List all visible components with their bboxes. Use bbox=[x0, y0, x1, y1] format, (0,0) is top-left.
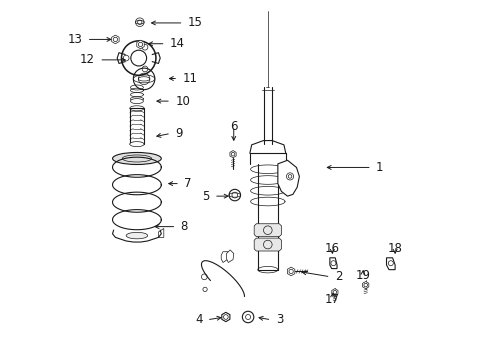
Ellipse shape bbox=[129, 141, 144, 147]
Ellipse shape bbox=[112, 152, 161, 165]
Text: 1: 1 bbox=[375, 161, 383, 174]
Text: 16: 16 bbox=[324, 242, 339, 255]
Polygon shape bbox=[229, 150, 236, 158]
Text: 8: 8 bbox=[180, 220, 188, 233]
Text: 4: 4 bbox=[195, 313, 202, 327]
Polygon shape bbox=[362, 282, 368, 289]
Polygon shape bbox=[277, 160, 299, 196]
Text: 3: 3 bbox=[275, 313, 283, 327]
Text: 18: 18 bbox=[387, 242, 402, 255]
Text: 5: 5 bbox=[202, 190, 209, 203]
Text: 6: 6 bbox=[229, 120, 237, 133]
Text: 14: 14 bbox=[169, 37, 184, 50]
Text: 11: 11 bbox=[182, 72, 197, 85]
Ellipse shape bbox=[130, 99, 143, 104]
Polygon shape bbox=[386, 258, 394, 270]
Polygon shape bbox=[221, 252, 228, 262]
Text: 13: 13 bbox=[67, 33, 82, 46]
Text: 19: 19 bbox=[355, 269, 369, 282]
Polygon shape bbox=[137, 40, 144, 49]
Polygon shape bbox=[331, 289, 337, 296]
Polygon shape bbox=[111, 35, 119, 44]
Text: 17: 17 bbox=[324, 293, 339, 306]
Polygon shape bbox=[329, 258, 336, 269]
Polygon shape bbox=[226, 250, 233, 262]
Polygon shape bbox=[254, 224, 281, 237]
Text: 2: 2 bbox=[334, 270, 342, 283]
Polygon shape bbox=[287, 267, 294, 276]
Polygon shape bbox=[158, 228, 163, 237]
Polygon shape bbox=[222, 312, 229, 321]
Text: 10: 10 bbox=[175, 95, 190, 108]
Text: 15: 15 bbox=[187, 17, 203, 30]
Ellipse shape bbox=[126, 232, 147, 239]
Text: 7: 7 bbox=[184, 177, 191, 190]
Bar bbox=[129, 108, 144, 144]
Text: 12: 12 bbox=[80, 53, 95, 66]
Polygon shape bbox=[254, 238, 281, 251]
Text: 9: 9 bbox=[175, 127, 183, 140]
